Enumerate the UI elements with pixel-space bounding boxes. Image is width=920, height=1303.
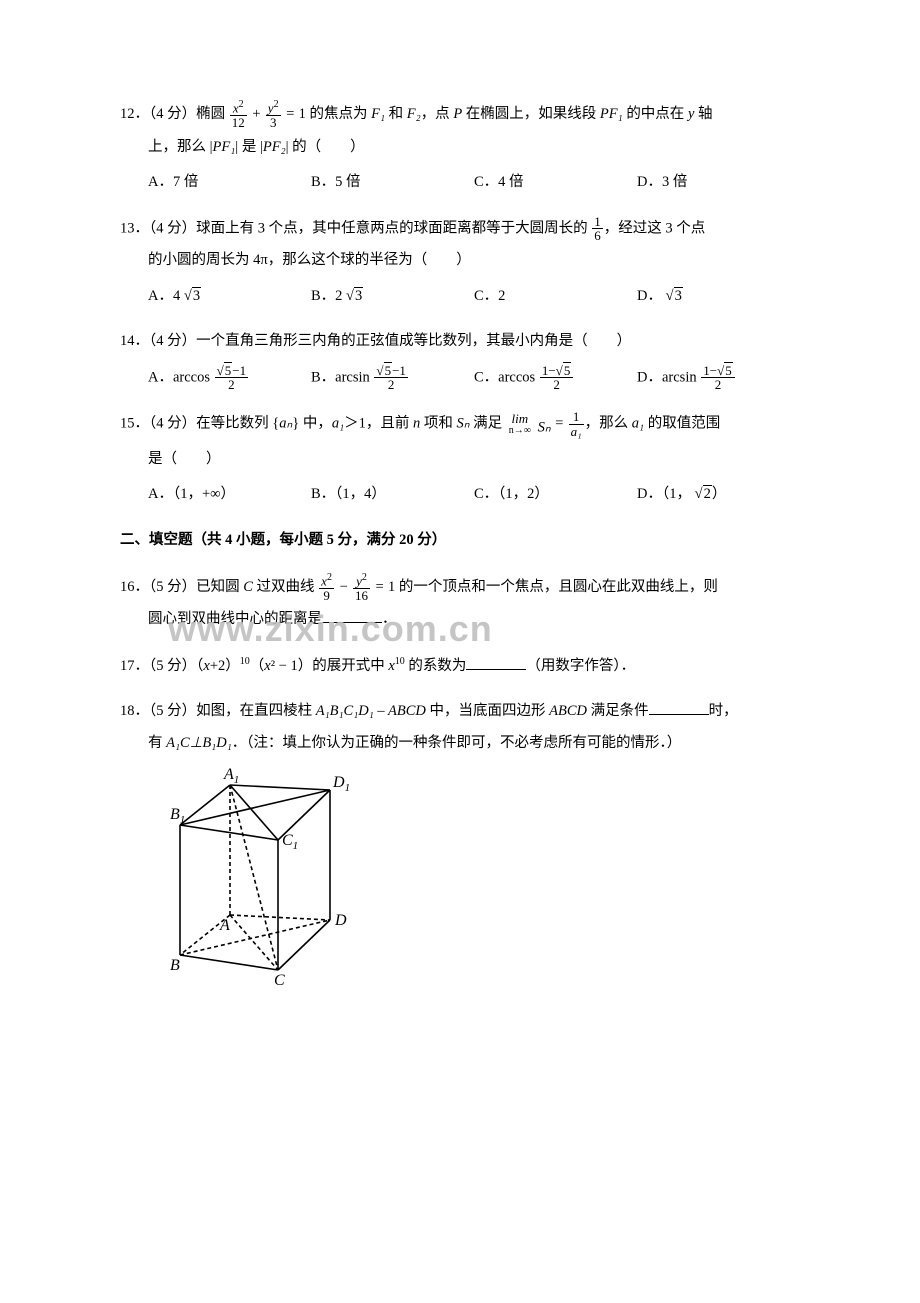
opt-12c: C．4 倍 [474, 169, 637, 197]
opt-12b: B．5 倍 [311, 169, 474, 197]
lim-expr: lim n→∞ [507, 412, 533, 436]
svg-text:D: D [334, 912, 347, 929]
question-13: 13．（4 分）球面上有 3 个点，其中任意两点的球面距离都等于大圆周长的 1 … [120, 215, 800, 310]
svg-text:C: C [274, 972, 285, 985]
question-15: 15．（4 分）在等比数列 {aₙ} 中，a₁＞1，且前 n 项和 Sₙ 满足 … [120, 410, 800, 509]
q14-stem: 14．（4 分）一个直角三角形三内角的正弦值成等比数列，其最小内角是（ ） [120, 328, 800, 356]
svg-text:D1: D1 [332, 774, 350, 794]
frac-y2-3: y2 3 [266, 100, 281, 130]
opt-14c: C．arccos 1−√52 [474, 364, 637, 392]
opt-14d: D．arcsin 1−√52 [637, 364, 800, 392]
q12-stem: 12．（4 分）椭圆 x2 12 + y2 3 = 1 的焦点为 F₁ 和 F₂… [120, 100, 800, 130]
q13-options: A．4 √3 B．2 √3 C．2 D． √3 [120, 283, 800, 311]
question-16: 16．（5 分）已知圆 C 过双曲线 x2 9 − y2 16 = 1 的一个顶… [120, 573, 800, 634]
frac-1-6: 1 6 [592, 215, 603, 243]
svg-text:A: A [219, 917, 230, 934]
q14-options: A．arccos √5−12 B．arcsin √5−12 C．arccos 1… [120, 364, 800, 392]
opt-13c: C．2 [474, 283, 637, 311]
q18-stem: 18．（5 分）如图，在直四棱柱 A₁B₁C₁D₁ – ABCD 中，当底面四边… [120, 698, 800, 726]
q12-options: A．7 倍 B．5 倍 C．4 倍 D．3 倍 [120, 169, 800, 197]
blank-16 [322, 609, 382, 623]
svg-text:B1: B1 [170, 806, 185, 826]
opt-14b: B．arcsin √5−12 [311, 364, 474, 392]
q16-stem: 16．（5 分）已知圆 C 过双曲线 x2 9 − y2 16 = 1 的一个顶… [120, 573, 800, 603]
opt-12d: D．3 倍 [637, 169, 800, 197]
q15-options: A．（1，+∞） B．（1，4） C．（1，2） D．（1， √2） [120, 481, 800, 509]
opt-13b: B．2 √3 [311, 283, 474, 311]
frac-x2-9: x2 9 [319, 573, 334, 603]
q15-stem: 15．（4 分）在等比数列 {aₙ} 中，a₁＞1，且前 n 项和 Sₙ 满足 … [120, 410, 800, 442]
opt-12a: A．7 倍 [148, 169, 311, 197]
opt-15d: D．（1， √2） [637, 481, 800, 509]
question-17: 17．（5 分）（x+2）10（x² − 1）的展开式中 x10 的系数为（用数… [120, 652, 800, 680]
opt-13d: D． √3 [637, 283, 800, 311]
svg-text:C1: C1 [282, 832, 298, 852]
frac-x2-12: x2 12 [230, 100, 247, 130]
q17-stem: 17．（5 分）（x+2）10（x² − 1）的展开式中 x10 的系数为（用数… [120, 652, 800, 680]
frac-y2-16: y2 16 [353, 573, 370, 603]
opt-13a: A．4 √3 [148, 283, 311, 311]
question-14: 14．（4 分）一个直角三角形三内角的正弦值成等比数列，其最小内角是（ ） A．… [120, 328, 800, 392]
section-2-title: 二、填空题（共 4 小题，每小题 5 分，满分 20 分） [120, 527, 800, 555]
prism-figure: A1 D1 B1 C1 A D B C [170, 765, 800, 996]
blank-18 [649, 701, 709, 715]
opt-15a: A．（1，+∞） [148, 481, 311, 509]
blank-17 [466, 656, 526, 670]
q13-stem: 13．（4 分）球面上有 3 个点，其中任意两点的球面距离都等于大圆周长的 1 … [120, 215, 800, 243]
opt-15b: B．（1，4） [311, 481, 474, 509]
svg-text:B: B [170, 957, 180, 974]
question-12: 12．（4 分）椭圆 x2 12 + y2 3 = 1 的焦点为 F₁ 和 F₂… [120, 100, 800, 197]
question-18: 18．（5 分）如图，在直四棱柱 A₁B₁C₁D₁ – ABCD 中，当底面四边… [120, 698, 800, 996]
svg-text:A1: A1 [223, 766, 239, 786]
opt-15c: C．（1，2） [474, 481, 637, 509]
opt-14a: A．arccos √5−12 [148, 364, 311, 392]
